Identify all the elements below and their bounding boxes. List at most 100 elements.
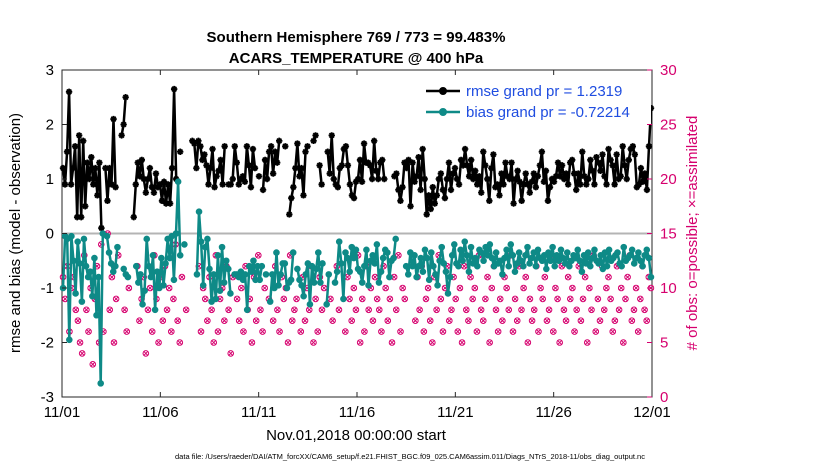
obs-possible-marker — [269, 317, 277, 325]
rmse-point — [63, 148, 71, 155]
rmse-point — [330, 175, 337, 183]
rmse-point — [395, 186, 402, 194]
bias-point — [268, 271, 276, 278]
obs-assimilated-marker — [470, 296, 476, 302]
rmse-point — [639, 178, 647, 185]
rmse-point — [73, 213, 81, 221]
bias-point — [369, 252, 376, 259]
rmse-point — [480, 148, 487, 155]
obs-possible-marker — [361, 328, 368, 335]
rmse-point — [273, 159, 281, 166]
obs-possible-marker — [78, 350, 86, 357]
rmse-point — [587, 156, 594, 164]
obs-assimilated-marker — [62, 296, 68, 302]
bias-point — [557, 246, 565, 254]
rmse-point — [334, 183, 342, 191]
rmse-point — [621, 162, 628, 169]
obs-assimilated-marker — [306, 307, 312, 313]
rmse-point — [142, 189, 150, 196]
rmse-point — [189, 137, 196, 145]
rmse-point — [568, 156, 576, 164]
rmse-point — [425, 192, 432, 199]
bias-point — [538, 257, 546, 265]
rmse-point — [146, 164, 154, 172]
bias-point — [166, 254, 174, 262]
obs-assimilated-marker — [73, 307, 79, 313]
rmse-point — [617, 173, 624, 180]
bias-point — [172, 230, 180, 237]
rmse-point — [255, 173, 263, 180]
bias-point — [89, 292, 96, 300]
obs-possible-marker — [225, 306, 232, 314]
rmse-point — [611, 181, 618, 188]
y-tick-label-right: 30 — [660, 62, 677, 79]
obs-assimilated-marker — [616, 307, 622, 313]
rmse-point — [324, 148, 331, 155]
rmse-point — [397, 197, 404, 204]
rmse-point — [451, 164, 459, 172]
rmse-point — [138, 156, 146, 164]
y-tick-label-left: -1 — [41, 280, 54, 297]
obs-assimilated-marker — [478, 307, 484, 313]
bias-point — [423, 254, 431, 262]
bias-point — [486, 241, 494, 248]
bias-point — [342, 249, 349, 256]
obs-assimilated-marker — [588, 307, 595, 313]
rmse-point — [261, 156, 269, 164]
bias-point — [273, 249, 280, 256]
rmse-point — [122, 94, 129, 101]
obs-assimilated-marker — [109, 274, 115, 280]
rmse-point — [411, 178, 418, 185]
rmse-point — [417, 186, 424, 194]
obs-possible-marker — [437, 295, 445, 303]
obs-possible-marker — [465, 317, 472, 325]
obs-possible-marker — [382, 284, 389, 292]
rmse-point — [524, 181, 531, 188]
rmse-point — [213, 173, 220, 180]
obs-possible-marker — [297, 328, 305, 335]
rmse-point — [144, 175, 152, 183]
rmse-point — [326, 170, 333, 177]
rmse-point — [245, 162, 253, 169]
obs-assimilated-marker — [257, 307, 263, 313]
rmse-point — [346, 181, 354, 188]
bias-point — [576, 257, 584, 265]
rmse-point — [82, 203, 89, 210]
obs-possible-marker — [486, 339, 493, 346]
obs-possible-marker — [600, 306, 608, 314]
bias-point — [143, 235, 151, 243]
obs-possible-marker — [310, 339, 317, 346]
rmse-point — [564, 181, 572, 188]
obs-possible-marker — [448, 306, 455, 314]
bias-point — [425, 276, 433, 284]
obs-possible-marker — [401, 295, 409, 303]
obs-possible-marker — [462, 306, 470, 314]
bias-point — [352, 246, 360, 254]
obs-assimilated-marker — [164, 307, 170, 313]
obs-assimilated-marker — [457, 285, 463, 291]
rmse-point — [405, 156, 412, 164]
obs-possible-marker — [505, 306, 513, 314]
obs-possible-marker — [426, 317, 434, 325]
obs-possible-marker — [388, 339, 396, 346]
bias-point — [241, 271, 249, 278]
rmse-point — [197, 143, 204, 150]
rmse-point — [118, 132, 125, 139]
obs-possible-marker — [577, 317, 585, 325]
rmse-point — [552, 173, 560, 180]
obs-possible-marker — [513, 317, 521, 325]
rmse-point — [348, 192, 356, 199]
obs-possible-marker — [329, 317, 336, 325]
obs-assimilated-marker — [209, 307, 215, 313]
obs-assimilated-marker — [542, 274, 548, 280]
bias-point — [84, 273, 92, 281]
bias-point — [411, 252, 418, 259]
obs-assimilated-marker — [423, 296, 429, 302]
bias-point — [331, 279, 339, 286]
bias-point — [637, 257, 644, 265]
y-axis-left: -3 -2 -1 0 1 2 3 — [41, 62, 67, 406]
bias-point — [438, 243, 446, 251]
rmse-point — [160, 178, 168, 185]
rmse-point — [593, 154, 600, 161]
